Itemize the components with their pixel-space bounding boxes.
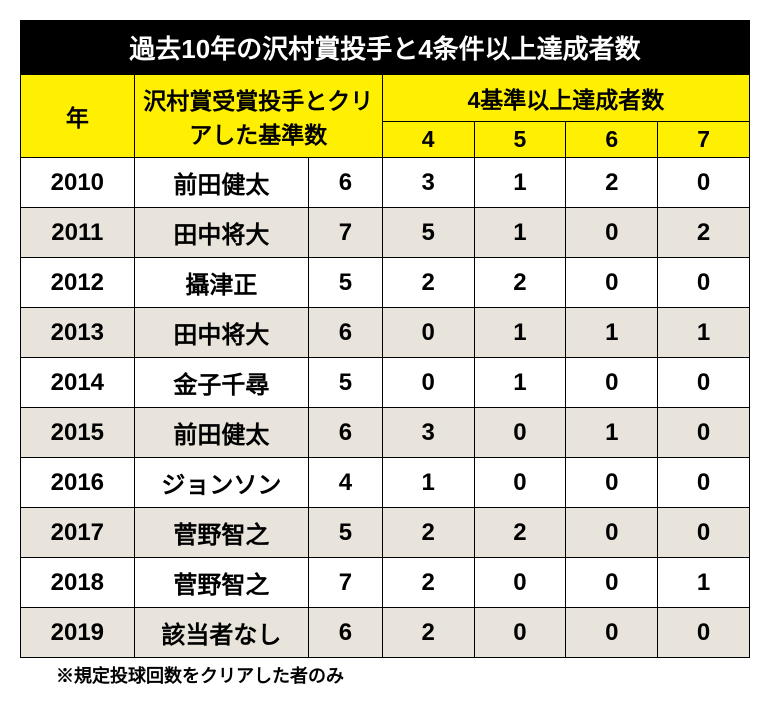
cell-c5: 1 [474,358,566,408]
cell-c5: 0 [474,558,566,608]
table-row: 2017菅野智之52200 [21,508,750,558]
header-year: 年 [21,75,135,158]
cell-year: 2016 [21,458,135,508]
cell-c6: 0 [566,508,658,558]
cell-c5: 0 [474,608,566,658]
cell-c7: 0 [658,458,750,508]
header-pitcher: 沢村賞受賞投手とクリアした基準数 [134,75,382,158]
cell-cnt: 7 [309,558,383,608]
table-row: 2011田中将大75102 [21,208,750,258]
table-body: 2010前田健太631202011田中将大751022012攝津正5220020… [21,158,750,658]
cell-year: 2019 [21,608,135,658]
cell-year: 2015 [21,408,135,458]
cell-year: 2017 [21,508,135,558]
cell-cnt: 5 [309,358,383,408]
cell-c5: 0 [474,458,566,508]
header-achievers: 4基準以上達成者数 [382,75,749,122]
cell-c4: 2 [382,258,474,308]
cell-c6: 0 [566,608,658,658]
header-sub-6: 6 [566,122,658,158]
cell-c6: 0 [566,208,658,258]
cell-name: 攝津正 [134,258,308,308]
cell-cnt: 5 [309,258,383,308]
cell-c7: 2 [658,208,750,258]
header-sub-5: 5 [474,122,566,158]
table-row: 2015前田健太63010 [21,408,750,458]
cell-year: 2014 [21,358,135,408]
cell-c7: 0 [658,408,750,458]
cell-cnt: 7 [309,208,383,258]
cell-name: ジョンソン [134,458,308,508]
cell-c6: 0 [566,258,658,308]
cell-c4: 0 [382,358,474,408]
cell-c4: 5 [382,208,474,258]
cell-c7: 0 [658,258,750,308]
cell-c6: 1 [566,408,658,458]
table-row: 2014金子千尋50100 [21,358,750,408]
cell-cnt: 6 [309,608,383,658]
cell-c4: 3 [382,158,474,208]
table-row: 2016ジョンソン41000 [21,458,750,508]
cell-cnt: 6 [309,308,383,358]
cell-name: 該当者なし [134,608,308,658]
table-row: 2018菅野智之72001 [21,558,750,608]
cell-c5: 1 [474,308,566,358]
cell-c7: 0 [658,158,750,208]
cell-c7: 1 [658,308,750,358]
cell-c7: 0 [658,358,750,408]
cell-year: 2010 [21,158,135,208]
cell-c6: 0 [566,358,658,408]
table-title: 過去10年の沢村賞投手と4条件以上達成者数 [21,21,750,75]
cell-c5: 1 [474,208,566,258]
cell-name: 菅野智之 [134,508,308,558]
cell-cnt: 6 [309,158,383,208]
cell-cnt: 5 [309,508,383,558]
cell-year: 2012 [21,258,135,308]
cell-cnt: 6 [309,408,383,458]
cell-name: 田中将大 [134,208,308,258]
cell-cnt: 4 [309,458,383,508]
cell-c5: 0 [474,408,566,458]
footnote: ※規定投球回数をクリアした者のみ [20,658,750,688]
cell-c5: 2 [474,508,566,558]
cell-c4: 2 [382,508,474,558]
cell-c5: 1 [474,158,566,208]
cell-name: 田中将大 [134,308,308,358]
sawamura-table: 過去10年の沢村賞投手と4条件以上達成者数 年 沢村賞受賞投手とクリアした基準数… [20,20,750,658]
cell-c4: 3 [382,408,474,458]
cell-c4: 2 [382,608,474,658]
cell-c4: 0 [382,308,474,358]
table-row: 2013田中将大60111 [21,308,750,358]
cell-c7: 0 [658,508,750,558]
cell-year: 2013 [21,308,135,358]
cell-c7: 0 [658,608,750,658]
cell-name: 前田健太 [134,158,308,208]
table-row: 2012攝津正52200 [21,258,750,308]
cell-c7: 1 [658,558,750,608]
cell-c4: 1 [382,458,474,508]
cell-c5: 2 [474,258,566,308]
header-sub-7: 7 [658,122,750,158]
cell-c6: 2 [566,158,658,208]
cell-year: 2011 [21,208,135,258]
table-row: 2019該当者なし62000 [21,608,750,658]
cell-c4: 2 [382,558,474,608]
cell-c6: 0 [566,558,658,608]
cell-c6: 1 [566,308,658,358]
cell-name: 前田健太 [134,408,308,458]
cell-c6: 0 [566,458,658,508]
cell-name: 金子千尋 [134,358,308,408]
cell-name: 菅野智之 [134,558,308,608]
header-sub-4: 4 [382,122,474,158]
cell-year: 2018 [21,558,135,608]
table-row: 2010前田健太63120 [21,158,750,208]
